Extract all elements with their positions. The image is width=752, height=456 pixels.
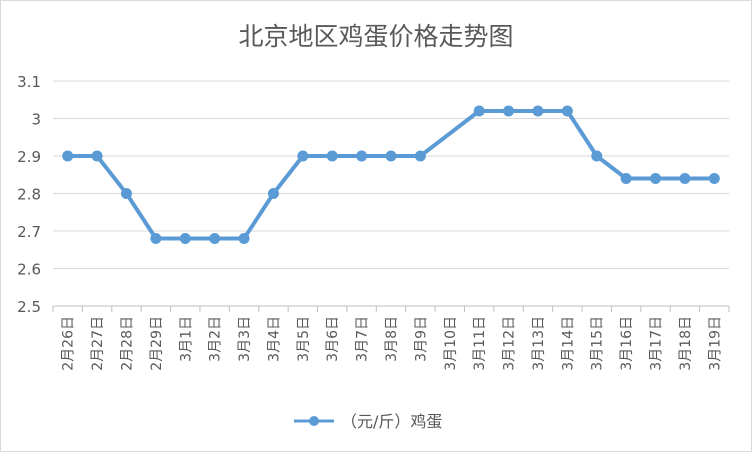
x-tick-label: 3月4日 bbox=[266, 316, 282, 362]
x-tick-label: 3月17日 bbox=[649, 316, 665, 371]
x-tick-label: 3月5日 bbox=[296, 316, 312, 362]
x-tick-label: 3月16日 bbox=[619, 316, 635, 371]
data-point bbox=[326, 150, 338, 162]
legend: （元/斤）鸡蛋 bbox=[294, 412, 442, 431]
x-tick-label: 3月9日 bbox=[413, 316, 429, 362]
data-point bbox=[238, 233, 250, 244]
x-tick-label: 3月19日 bbox=[707, 316, 723, 371]
data-point bbox=[561, 105, 573, 117]
series-layer bbox=[62, 105, 720, 244]
x-tick-label: 2月29日 bbox=[149, 316, 165, 371]
y-tick-label: 2.7 bbox=[17, 223, 41, 241]
x-tick-label: 3月18日 bbox=[678, 316, 694, 371]
x-tick-label: 2月28日 bbox=[119, 316, 135, 371]
data-point bbox=[503, 105, 515, 117]
data-point bbox=[650, 173, 662, 184]
data-point bbox=[532, 105, 544, 117]
x-tick-label: 2月26日 bbox=[61, 316, 77, 371]
data-point bbox=[414, 150, 426, 162]
data-point bbox=[120, 188, 132, 199]
legend-marker bbox=[309, 416, 319, 426]
y-tick-label: 2.8 bbox=[17, 186, 41, 204]
data-point bbox=[267, 188, 279, 199]
y-tick-label: 2.6 bbox=[17, 261, 41, 279]
data-point bbox=[209, 233, 221, 244]
x-axis-ticks: 2月26日 2月27日 2月28日 2月29日 3月1日 3月2日 3月3日 3月4日 3月5日… bbox=[61, 316, 724, 371]
data-point bbox=[356, 150, 368, 162]
y-axis-ticks: 2.5 2.6 2.7 2.8 2.9 3 3.1 bbox=[17, 73, 41, 316]
series-line bbox=[67, 109, 715, 241]
data-point bbox=[679, 173, 691, 184]
data-point bbox=[473, 105, 485, 117]
x-tick-label: 3月7日 bbox=[355, 316, 371, 362]
x-tick-label: 3月12日 bbox=[502, 316, 518, 371]
x-tick-label: 3月14日 bbox=[560, 316, 576, 371]
data-point bbox=[179, 233, 191, 244]
legend-label: （元/斤）鸡蛋 bbox=[341, 412, 442, 431]
x-tick-label: 3月3日 bbox=[237, 316, 253, 362]
data-point bbox=[62, 150, 74, 162]
data-point bbox=[91, 150, 103, 162]
y-tick-label: 3 bbox=[31, 111, 41, 129]
data-point bbox=[297, 150, 309, 162]
x-tick-label: 3月1日 bbox=[178, 316, 194, 362]
data-point bbox=[385, 150, 397, 162]
x-tick-label: 3月10日 bbox=[443, 316, 459, 371]
x-tick-label: 3月11日 bbox=[472, 316, 488, 371]
x-axis bbox=[52, 305, 730, 312]
y-tick-label: 2.5 bbox=[17, 298, 41, 316]
y-tick-label: 3.1 bbox=[17, 73, 41, 91]
x-tick-label: 3月13日 bbox=[531, 316, 547, 371]
data-point bbox=[620, 173, 632, 184]
x-tick-label: 3月2日 bbox=[208, 316, 224, 362]
data-point bbox=[591, 150, 603, 162]
data-point bbox=[708, 173, 720, 184]
x-tick-label: 3月15日 bbox=[590, 316, 606, 371]
gridlines bbox=[53, 80, 729, 269]
data-point bbox=[150, 233, 162, 244]
y-tick-label: 2.9 bbox=[17, 148, 41, 166]
chart-title: 北京地区鸡蛋价格走势图 bbox=[238, 22, 513, 51]
x-tick-label: 2月27日 bbox=[90, 316, 106, 371]
x-tick-label: 3月6日 bbox=[325, 316, 341, 362]
x-tick-label: 3月8日 bbox=[384, 316, 400, 362]
